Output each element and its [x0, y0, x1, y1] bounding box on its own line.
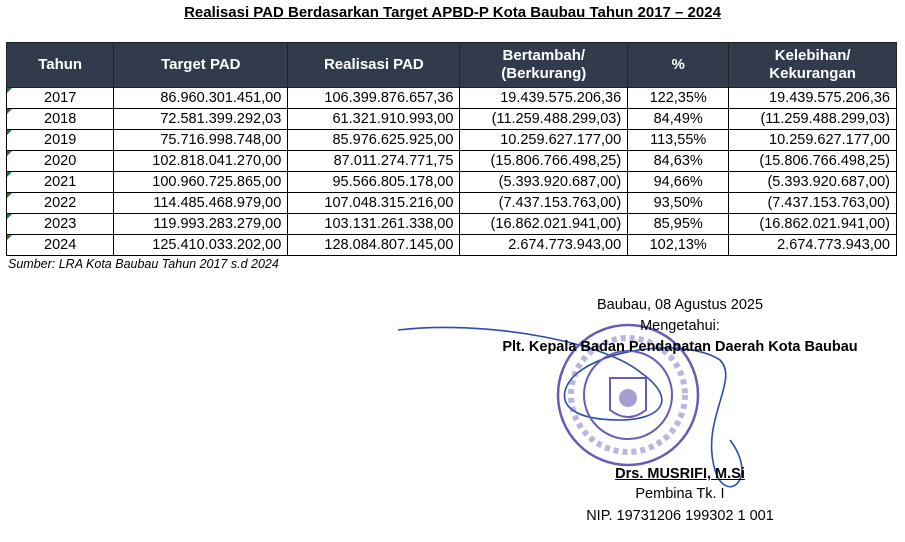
source-note: Sumber: LRA Kota Baubau Tahun 2017 s.d 2… [8, 257, 279, 271]
realization-cell: 87.011.274.771,75 [287, 150, 461, 172]
year-cell: 2018 [5, 108, 115, 130]
table-row: 2020 102.818.041.270,00 87.011.274.771,75(… [5, 150, 897, 172]
surplus-deficit-cell: (15.806.766.498,25) [728, 150, 897, 172]
percent-cell: 93,50% [627, 192, 730, 214]
signer-nip: NIP. 19731206 199302 1 001 [586, 508, 774, 524]
difference-cell: 19.439.575.206,36 [459, 87, 629, 109]
column-header: Tahun [5, 42, 115, 88]
difference-cell: (11.259.488.299,03) [459, 108, 629, 130]
acknowledged-label: Mengetahui: [640, 318, 720, 334]
difference-cell: 2.674.773.943,00 [459, 234, 629, 256]
target-cell: 100.960.725.865,00 [113, 171, 289, 193]
percent-cell: 84,49% [627, 108, 730, 130]
column-header: % [627, 42, 730, 88]
table-row: 2023 119.993.283.279,00 103.131.261.338,00… [5, 213, 897, 235]
realization-cell: 61.321.910.993,00 [287, 108, 461, 130]
realization-cell: 103.131.261.338,00 [287, 213, 461, 235]
signer-name: Drs. MUSRIFI, M.Si [615, 466, 745, 482]
document-title: Realisasi PAD Berdasarkan Target APBD-P … [184, 4, 721, 21]
place-date: Baubau, 08 Agustus 2025 [596, 297, 764, 313]
official-stamp [556, 323, 700, 467]
surplus-deficit-cell: 19.439.575.206,36 [728, 87, 897, 109]
target-cell: 114.485.468.979,00 [113, 192, 289, 214]
surplus-deficit-cell: 2.674.773.943,00 [728, 234, 897, 256]
table-header: Tahun Target PAD Realisasi PAD Bertambah/ (… [5, 42, 897, 88]
difference-cell: (16.862.021.941,00) [459, 213, 629, 235]
table-row: 2017 86.960.301.451,00 106.399.876.657,36 1… [5, 87, 897, 109]
target-cell: 119.993.283.279,00 [113, 213, 289, 235]
year-cell: 2019 [5, 129, 115, 151]
year-cell: 2023 [5, 213, 115, 235]
signer-rank: Pembina Tk. I [635, 486, 725, 502]
year-cell: 2024 [5, 234, 115, 256]
realization-cell: 106.399.876.657,36 [287, 87, 461, 109]
column-header: Kelebihan/ Kekurangan [728, 42, 897, 88]
table-row: 2021 100.960.725.865,00 95.566.805.178,00(… [5, 171, 897, 193]
column-header: Bertambah/ (Berkurang) [459, 42, 629, 88]
pad-table: Tahun Target PAD Realisasi PAD Bertambah/ (… [5, 42, 897, 256]
table-row: 2024 125.410.033.202,00 128.084.807.145,00… [5, 234, 897, 256]
surplus-deficit-cell: (5.393.920.687,00) [728, 171, 897, 193]
percent-cell: 102,13% [627, 234, 730, 256]
percent-cell: 113,55% [627, 129, 730, 151]
year-cell: 2020 [5, 150, 115, 172]
target-cell: 72.581.399.292,03 [113, 108, 289, 130]
column-header: Target PAD [113, 42, 289, 88]
realization-cell: 128.084.807.145,00 [287, 234, 461, 256]
signer-position: Plt. Kepala Badan Pendapatan Daerah Kota… [502, 339, 858, 355]
table-row: 2018 72.581.399.292,03 61.321.910.993,00 (1… [5, 108, 897, 130]
percent-cell: 84,63% [627, 150, 730, 172]
target-cell: 125.410.033.202,00 [113, 234, 289, 256]
column-header: Realisasi PAD [287, 42, 461, 88]
surplus-deficit-cell: (16.862.021.941,00) [728, 213, 897, 235]
